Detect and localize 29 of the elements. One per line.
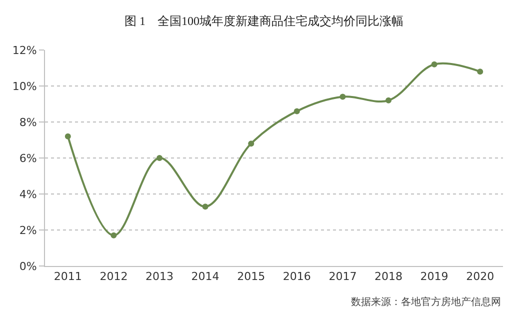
- x-tick-label: 2011: [54, 270, 82, 284]
- y-tick-label: 6%: [19, 152, 37, 165]
- chart-title: 图 1 全国100城年度新建商品住宅成交均价同比涨幅: [124, 14, 404, 28]
- point: [64, 133, 71, 140]
- point: [202, 204, 208, 210]
- point: [110, 232, 117, 238]
- y-tick-label: 2%: [19, 224, 37, 237]
- y-tick-label: 4%: [19, 188, 37, 201]
- x-tick-label: 2015: [237, 270, 266, 284]
- x-tick-label: 2012: [100, 270, 128, 284]
- point: [386, 97, 392, 104]
- source-note: 数据来源：各地官方房地产信息网: [351, 296, 501, 308]
- point: [340, 94, 346, 100]
- y-tick-label: 0%: [19, 260, 37, 273]
- point: [294, 108, 300, 114]
- x-tick-label: 2017: [328, 270, 357, 284]
- x-tick-label: 2018: [374, 270, 402, 284]
- x-tick-label: 2013: [146, 270, 174, 284]
- point: [477, 68, 484, 75]
- x-tick-label: 2016: [282, 270, 311, 284]
- x-tick-label: 2019: [420, 270, 448, 284]
- y-tick-label: 12%: [12, 44, 37, 57]
- point: [431, 61, 438, 68]
- y-tick-label: 10%: [12, 80, 37, 93]
- y-tick-label: 8%: [19, 116, 37, 129]
- point: [156, 155, 162, 161]
- x-tick-label: 2020: [466, 270, 494, 284]
- point: [248, 140, 254, 147]
- x-tick-label: 2014: [191, 270, 220, 284]
